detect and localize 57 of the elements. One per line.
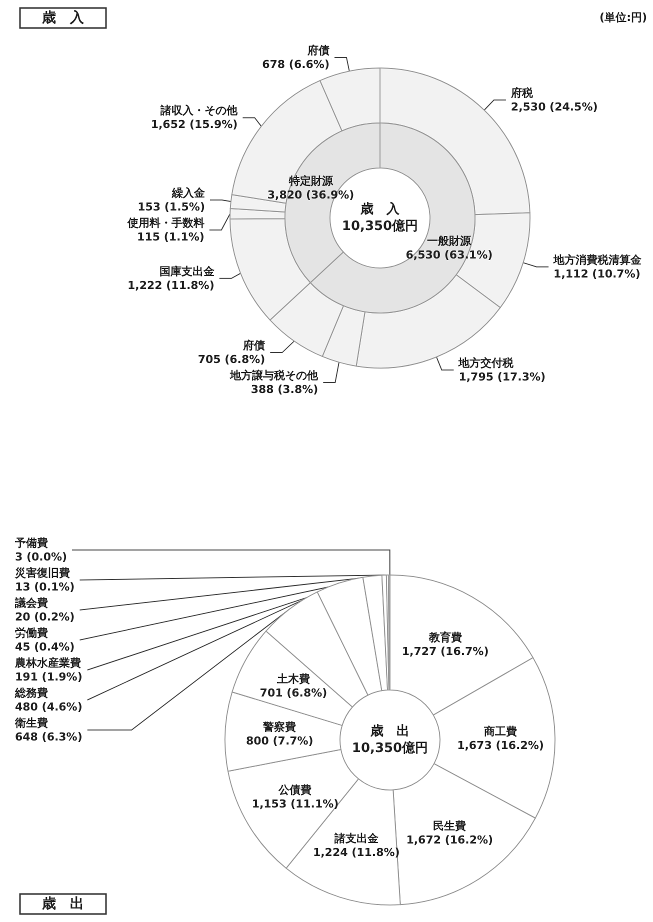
- slice-label: 農林水産業費: [14, 656, 81, 670]
- slice-label: 災害復旧費: [14, 566, 70, 580]
- slice-label: 地方消費税清算金: [552, 253, 643, 266]
- data-label: 1,652 (15.9%): [150, 118, 238, 132]
- slice-label: 民生費: [433, 820, 466, 833]
- data-label: 705 (6.8%): [198, 353, 266, 366]
- chart-title: 歳 入: [41, 10, 85, 26]
- slice-label: 土木費: [276, 672, 310, 686]
- slice-label: 衛生費: [14, 716, 48, 730]
- slice-label: 教育費: [428, 630, 462, 644]
- data-label: 1,112 (10.7%): [554, 267, 640, 280]
- data-label: 678 (6.6%): [262, 58, 330, 71]
- data-label: 1,224 (11.8%): [312, 846, 400, 859]
- data-label: 1,673 (16.2%): [457, 738, 544, 752]
- data-label: 115 (1.1%): [137, 230, 204, 244]
- slice-label: 労働費: [15, 626, 48, 640]
- data-label: 45 (0.4%): [15, 640, 75, 654]
- slice-label: 諸収入・その他: [160, 104, 239, 118]
- data-label: 153 (1.5%): [138, 200, 205, 214]
- slice-label: 府債: [306, 44, 330, 57]
- slice-label: 府税: [510, 86, 534, 100]
- data-label: 388 (3.8%): [250, 383, 318, 396]
- slice-label: 議会費: [14, 596, 48, 610]
- data-label: 1,672 (16.2%): [406, 834, 494, 847]
- slice-label: 特定財源: [288, 174, 334, 188]
- slice-label: 国庫支出金: [159, 264, 216, 278]
- slice-label: 地方譲与税その他: [229, 369, 320, 382]
- text: 歳 出 10,350億円: [352, 724, 428, 756]
- text: (単位:円): [600, 11, 648, 24]
- data-label: 6,530 (63.1%): [406, 248, 493, 262]
- slice-label: 府債: [242, 339, 266, 352]
- data-label: 3,820 (36.9%): [267, 188, 354, 202]
- text: 歳 入 10,350億円: [342, 201, 418, 234]
- slice-label: 使用料・手数料: [126, 216, 204, 230]
- text: 歳 出: [41, 896, 84, 912]
- data-label: 1,795 (17.3%): [458, 370, 546, 384]
- data-label: 20 (0.2%): [15, 610, 75, 624]
- data-label: 648 (6.3%): [15, 730, 82, 744]
- data-label: 1,222 (11.8%): [128, 278, 214, 292]
- slice-label: 総務費: [14, 686, 48, 700]
- slice-label: 諸支出金: [333, 832, 380, 845]
- data-label: 701 (6.8%): [260, 686, 328, 700]
- slice-label: 警察費: [262, 720, 296, 734]
- data-label: 1,153 (11.1%): [252, 797, 339, 810]
- slice-label: 地方交付税: [458, 356, 515, 370]
- slice-label: 商工費: [482, 724, 517, 738]
- slice-label: 一般財源: [427, 234, 472, 248]
- data-label: 480 (4.6%): [15, 700, 82, 714]
- data-label: 800 (7.7%): [246, 734, 314, 748]
- data-label: 2,530 (24.5%): [510, 100, 598, 114]
- slice-label: 繰入金: [170, 186, 206, 200]
- slice-label: 予備費: [14, 536, 48, 550]
- data-label: 191 (1.9%): [15, 670, 82, 684]
- data-label: 13 (0.1%): [15, 580, 75, 594]
- data-label: 1,727 (16.7%): [402, 644, 489, 658]
- slice-label: 公債費: [278, 783, 312, 796]
- data-label: 3 (0.0%): [15, 550, 68, 564]
